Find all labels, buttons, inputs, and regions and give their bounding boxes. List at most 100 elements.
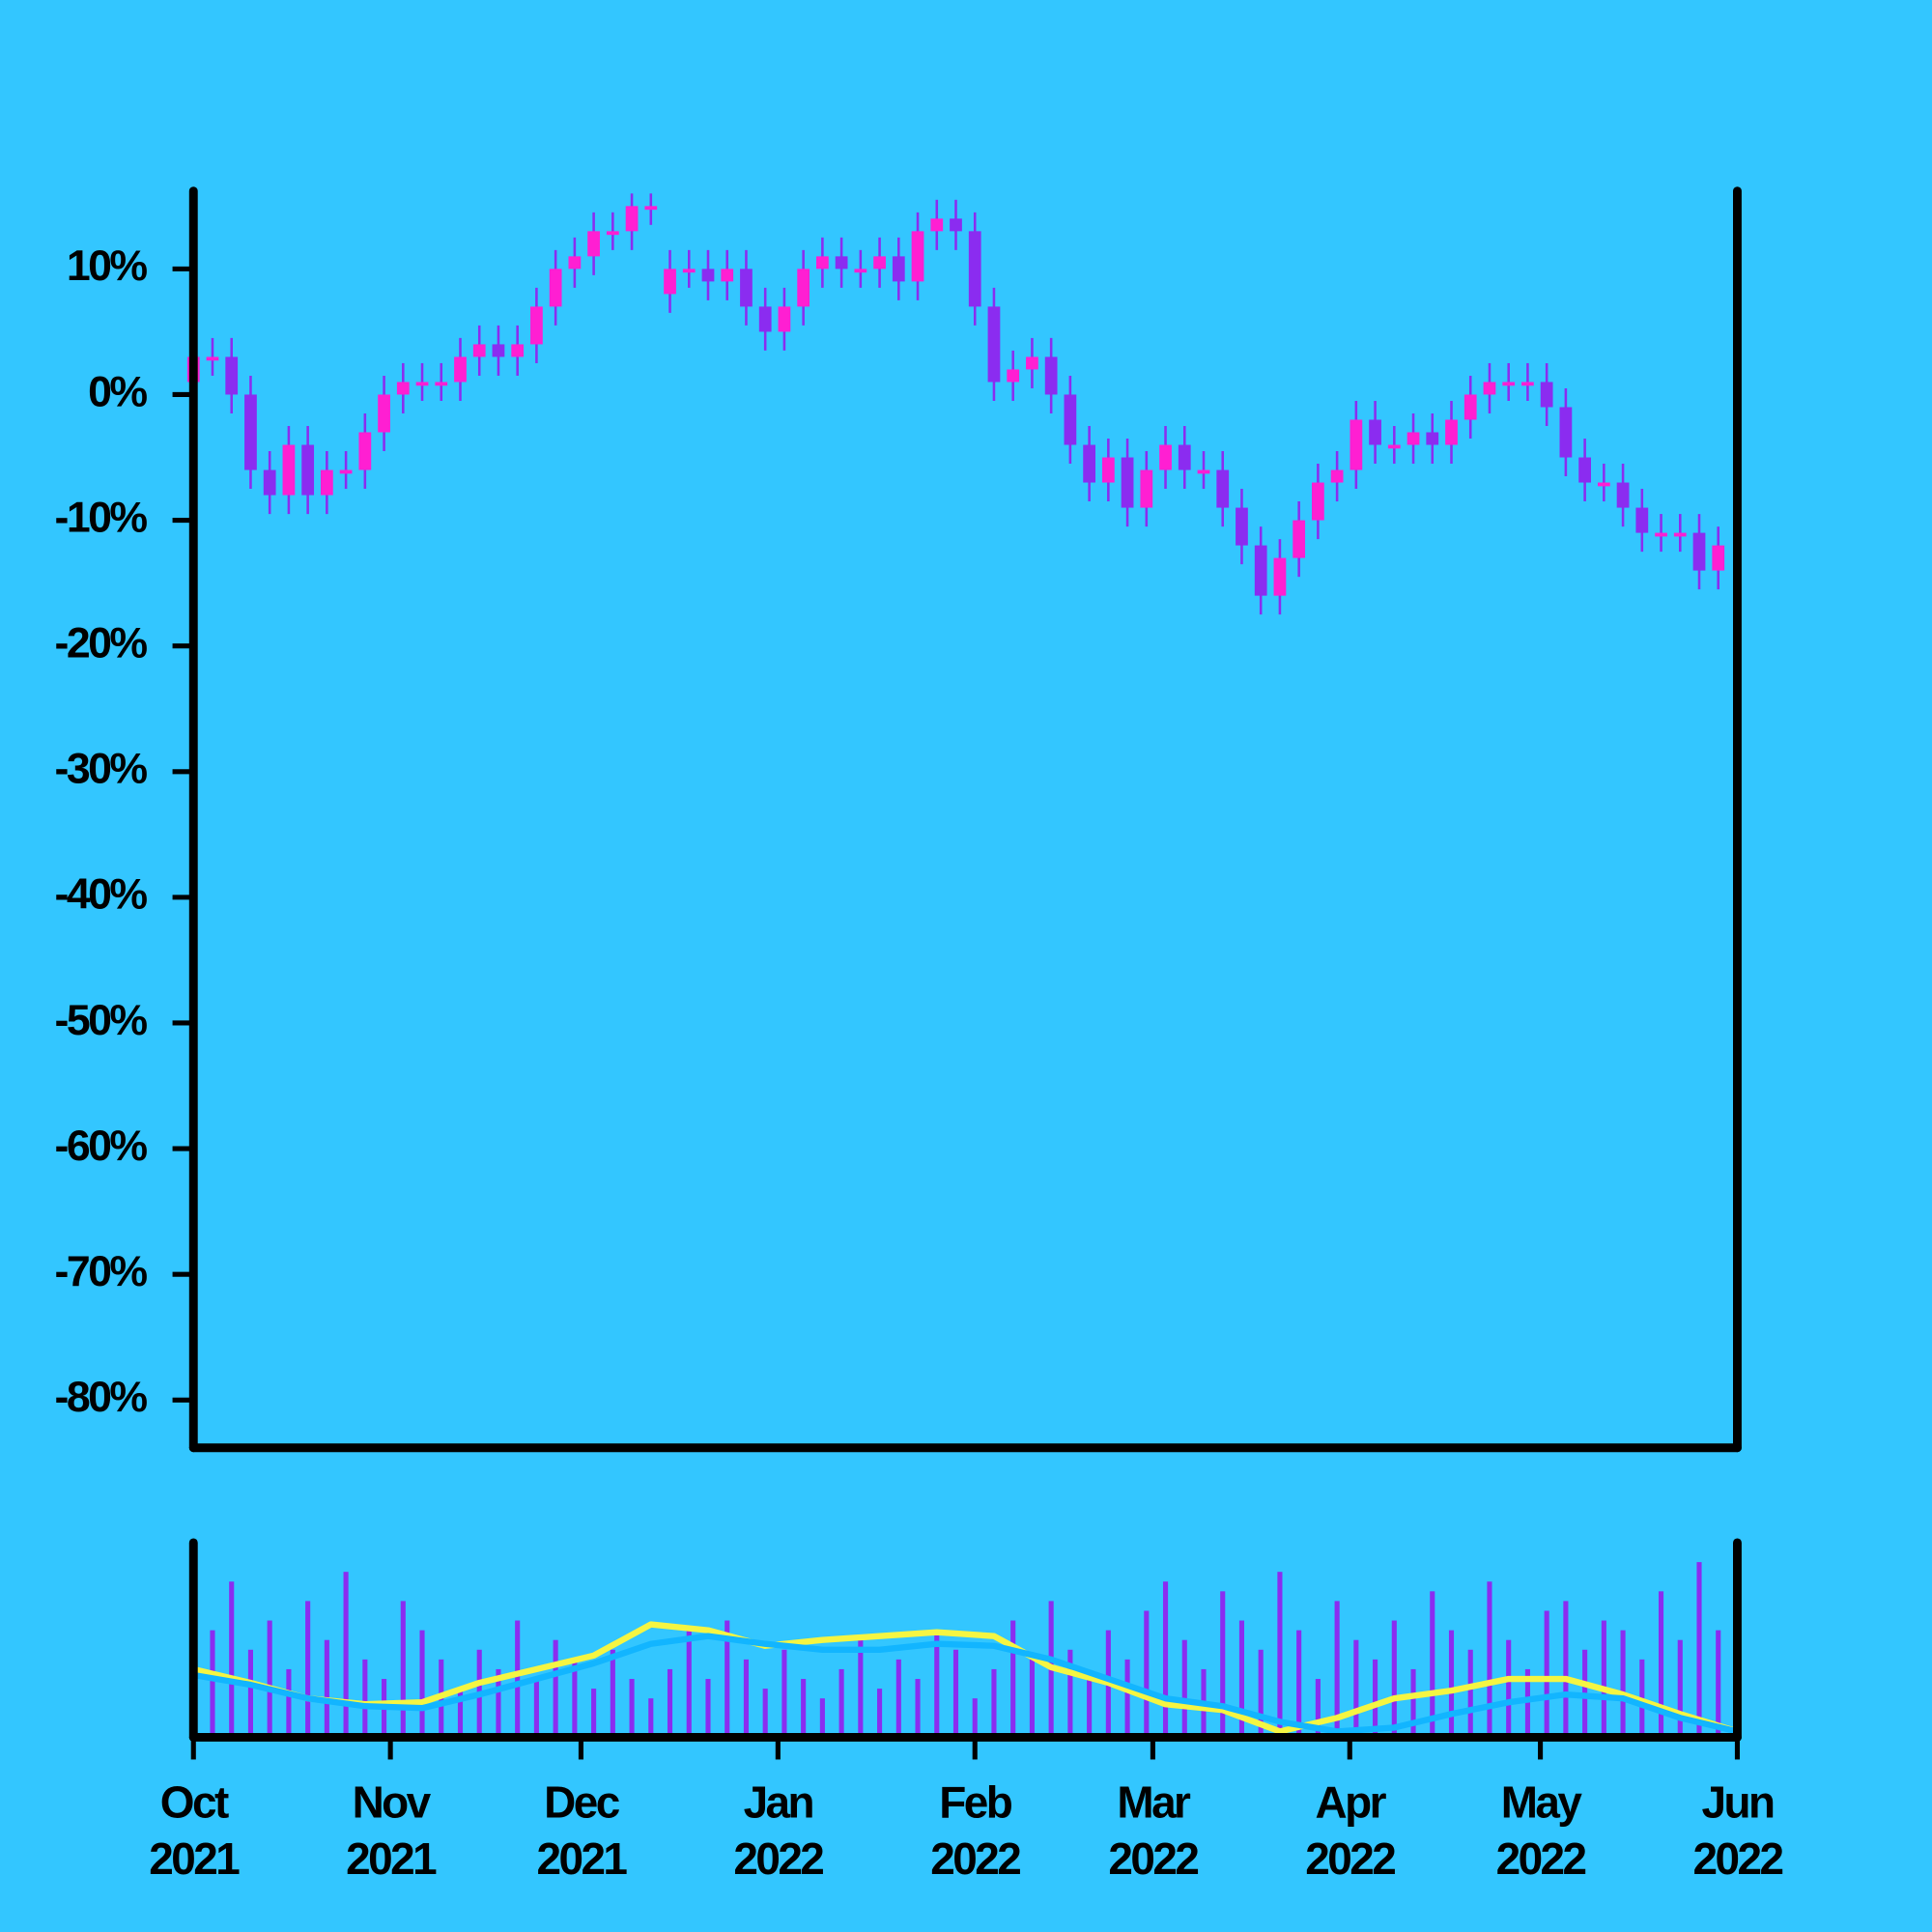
- y-tick-label: -50%: [55, 997, 148, 1044]
- x-tick-label: Jan 2022: [733, 1776, 825, 1885]
- volume-bar: [1506, 1639, 1512, 1738]
- volume-bar: [1448, 1630, 1455, 1738]
- volume-bar: [743, 1659, 750, 1738]
- x-tick-label: Apr 2022: [1305, 1776, 1397, 1885]
- volume-bar: [934, 1630, 940, 1738]
- candle-body: [758, 306, 772, 332]
- candle-body: [1159, 444, 1172, 470]
- volume-bar: [324, 1639, 329, 1738]
- candle-body: [1026, 356, 1038, 370]
- y-tick-label: -30%: [55, 746, 148, 793]
- volume-bar: [1010, 1620, 1016, 1738]
- volume-bar: [1144, 1610, 1150, 1738]
- candle-body: [225, 356, 239, 395]
- candle-body: [378, 394, 390, 433]
- y-tick-label: 10%: [67, 242, 148, 290]
- candle-body: [1121, 457, 1134, 508]
- candle-body: [1197, 469, 1210, 474]
- volume-bar: [1353, 1639, 1359, 1738]
- candle-body: [835, 256, 848, 270]
- candle-body: [320, 469, 333, 496]
- volume-bar: [1544, 1610, 1549, 1738]
- candle-body: [1254, 545, 1267, 596]
- candle-body: [568, 256, 582, 270]
- volume-bar: [1124, 1659, 1130, 1738]
- volume-bar: [305, 1601, 311, 1738]
- moving-average-line: [192, 1633, 1739, 1735]
- volume-bar: [1029, 1659, 1035, 1738]
- volume-bar: [991, 1668, 997, 1738]
- volume-bar: [705, 1679, 711, 1738]
- candle-body: [1540, 382, 1553, 408]
- candle-body: [911, 231, 924, 282]
- candle-body: [1712, 545, 1725, 571]
- candle-body: [1293, 520, 1306, 558]
- volume-bar: [553, 1639, 558, 1738]
- volume-bar: [648, 1698, 654, 1738]
- candle-body: [1578, 457, 1591, 483]
- volume-bar: [895, 1659, 901, 1738]
- volume-bar: [1067, 1649, 1073, 1738]
- volume-bar: [1220, 1591, 1226, 1738]
- volume-bar: [533, 1679, 539, 1738]
- x-tick-label: May 2022: [1495, 1776, 1588, 1885]
- candle-body: [1673, 532, 1687, 537]
- candle-body: [396, 382, 410, 395]
- x-tick-label: Dec 2021: [536, 1776, 628, 1885]
- candle-body: [1445, 419, 1458, 445]
- candle-body: [1597, 482, 1610, 487]
- candle-body: [1083, 444, 1095, 483]
- candle-body: [1426, 432, 1439, 445]
- volume-bar: [1181, 1639, 1187, 1738]
- y-tick-label: -10%: [55, 494, 148, 541]
- y-tick-label: -20%: [55, 619, 148, 667]
- volume-bar: [1258, 1649, 1264, 1738]
- candle-body: [644, 206, 658, 211]
- candle-body: [1463, 394, 1477, 420]
- volume-bar: [915, 1679, 921, 1738]
- volume-bar: [1238, 1620, 1245, 1738]
- candle-body: [1387, 444, 1401, 449]
- candle-body: [930, 218, 944, 232]
- y-tick-label: -70%: [55, 1248, 148, 1295]
- candle-body: [701, 269, 715, 282]
- volume-bar: [1677, 1639, 1683, 1738]
- volume-bar: [362, 1659, 368, 1738]
- x-tick-label: Mar 2022: [1108, 1776, 1200, 1885]
- candle-body: [950, 218, 962, 232]
- candle-body: [797, 269, 810, 307]
- volume-bar: [1373, 1659, 1378, 1738]
- volume-bar: [858, 1639, 864, 1738]
- candle-body: [454, 356, 467, 383]
- volume-bar: [686, 1630, 692, 1738]
- volume-bar: [610, 1649, 615, 1738]
- candle-body: [721, 269, 734, 282]
- candle-body: [1521, 382, 1534, 386]
- volume-bar: [781, 1649, 787, 1738]
- candle-body: [1007, 369, 1020, 383]
- candle-body: [1236, 507, 1248, 546]
- volume-bar: [419, 1630, 425, 1738]
- candle-body: [282, 444, 296, 496]
- candle-body: [1369, 419, 1381, 445]
- volume-bar: [1087, 1679, 1093, 1738]
- x-tick-label: Feb 2022: [930, 1776, 1022, 1885]
- candle-body: [511, 344, 525, 357]
- candle-body: [435, 382, 448, 386]
- volume-bar: [1563, 1601, 1569, 1738]
- candle-body: [263, 469, 276, 496]
- candle-body: [892, 256, 905, 282]
- volume-bar: [838, 1668, 844, 1738]
- candle-body: [778, 306, 791, 332]
- y-tick-label: -60%: [55, 1122, 148, 1170]
- candle-body: [1616, 482, 1630, 508]
- candle-body: [682, 269, 696, 273]
- volume-bar: [496, 1668, 501, 1738]
- candle-body: [1655, 532, 1667, 537]
- y-tick-label: -80%: [55, 1374, 148, 1421]
- candle-body: [549, 269, 562, 307]
- volume-bar: [457, 1689, 464, 1738]
- candle-body: [358, 432, 372, 470]
- volume-bar: [1334, 1601, 1340, 1738]
